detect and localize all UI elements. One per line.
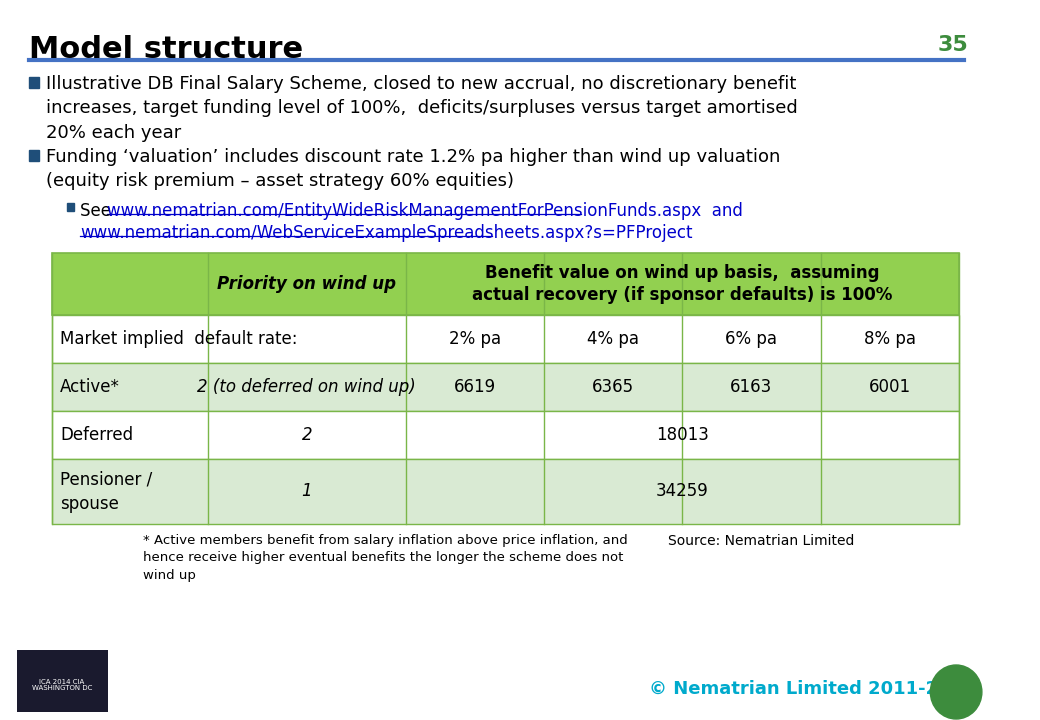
Text: See: See — [80, 202, 116, 220]
Text: Benefit value on wind up basis,  assuming
actual recovery (if sponsor defaults) : Benefit value on wind up basis, assuming… — [472, 264, 892, 304]
Text: 2: 2 — [302, 426, 312, 444]
Text: Funding ‘valuation’ includes discount rate 1.2% pa higher than wind up valuation: Funding ‘valuation’ includes discount ra… — [46, 148, 780, 190]
Text: 18013: 18013 — [656, 426, 708, 444]
Text: 2% pa: 2% pa — [448, 330, 501, 348]
Circle shape — [931, 665, 982, 719]
Text: Priority on wind up: Priority on wind up — [217, 275, 396, 293]
Bar — [29, 77, 40, 88]
Text: © Nematrian Limited 2011-2013: © Nematrian Limited 2011-2013 — [649, 680, 976, 698]
Bar — [52, 253, 959, 315]
Bar — [18, 650, 108, 712]
Text: Illustrative DB Final Salary Scheme, closed to new accrual, no discretionary ben: Illustrative DB Final Salary Scheme, clo… — [46, 75, 798, 142]
Text: Model structure: Model structure — [29, 35, 303, 64]
Text: 4% pa: 4% pa — [587, 330, 639, 348]
Text: 6163: 6163 — [730, 378, 773, 396]
Text: 1: 1 — [302, 482, 312, 500]
Text: 2 (to deferred on wind up): 2 (to deferred on wind up) — [198, 378, 416, 396]
Bar — [52, 315, 959, 363]
Bar — [67, 203, 75, 211]
Bar — [52, 459, 959, 524]
Text: 8% pa: 8% pa — [864, 330, 916, 348]
Text: * Active members benefit from salary inflation above price inflation, and
hence : * Active members benefit from salary inf… — [144, 534, 628, 582]
Bar — [52, 411, 959, 459]
Text: 6619: 6619 — [453, 378, 496, 396]
Text: 6% pa: 6% pa — [726, 330, 778, 348]
Text: www.nematrian.com/WebServiceExampleSpreadsheets.aspx?s=PFProject: www.nematrian.com/WebServiceExampleSprea… — [80, 224, 693, 242]
Text: 6365: 6365 — [592, 378, 634, 396]
Text: Active*: Active* — [60, 378, 120, 396]
Bar — [52, 363, 959, 411]
Text: 34259: 34259 — [656, 482, 708, 500]
Text: ICA 2014 CIA
WASHINGTON DC: ICA 2014 CIA WASHINGTON DC — [32, 678, 93, 691]
Text: Deferred: Deferred — [60, 426, 133, 444]
Text: Market implied  default rate:: Market implied default rate: — [60, 330, 297, 348]
Bar — [29, 150, 40, 161]
Text: Pensioner /
spouse: Pensioner / spouse — [60, 470, 153, 513]
Text: www.nematrian.com/EntityWideRiskManagementForPensionFunds.aspx  and: www.nematrian.com/EntityWideRiskManageme… — [107, 202, 743, 220]
Text: Source: Nematrian Limited: Source: Nematrian Limited — [668, 534, 854, 548]
Text: 6001: 6001 — [868, 378, 911, 396]
Text: 35: 35 — [938, 35, 968, 55]
